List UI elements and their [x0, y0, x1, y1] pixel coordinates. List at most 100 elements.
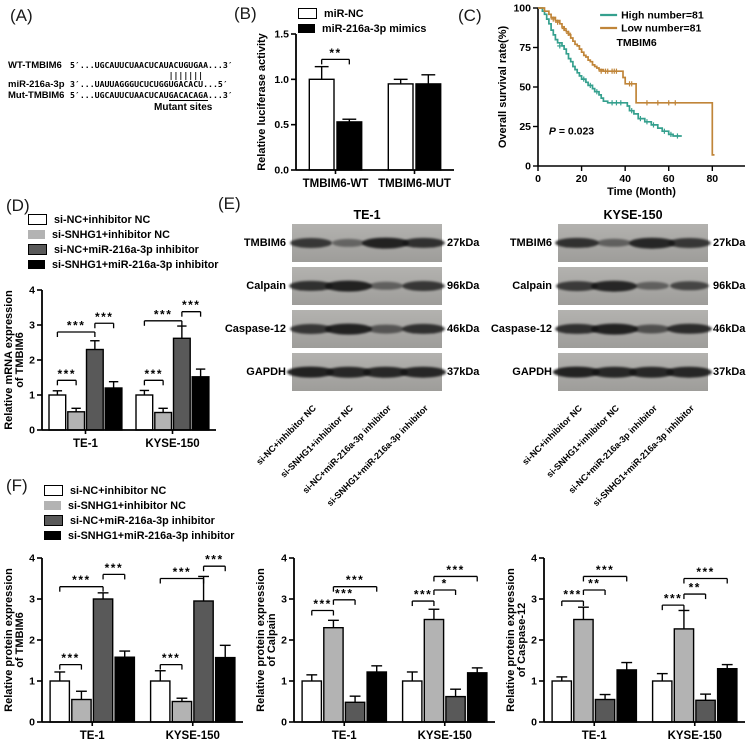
blot-row: TMBIM6 27kDa: [478, 224, 753, 262]
panel-b-label: (B): [234, 4, 257, 23]
molecular-weight-label: 96kDa: [447, 280, 480, 292]
blot-band: [597, 238, 632, 248]
svg-text:***: ***: [596, 563, 615, 577]
lane-label: si-SNHG1+miR-216a-3p inhibitor: [591, 403, 697, 509]
blot-band: [554, 237, 599, 249]
molecular-weight-label: 37kDa: [447, 366, 480, 378]
molecular-weight-label: 27kDa: [447, 237, 480, 249]
svg-text:***: ***: [67, 319, 86, 333]
panel-f-label: (F): [6, 476, 28, 495]
svg-text:TE-1: TE-1: [73, 438, 99, 450]
blot-row: GAPDH 37kDa: [212, 353, 498, 391]
blot-band: [556, 281, 598, 291]
legend-item: si-NC+inhibitor NC: [28, 212, 219, 227]
svg-text:P = 0.023: P = 0.023: [549, 125, 594, 137]
si-snhg1-mir-inhibitor-swatch: [44, 531, 61, 540]
svg-text:4: 4: [29, 285, 35, 297]
mir-216a-3p-label: miR-216a-3p: [8, 79, 65, 90]
blot-band: [332, 238, 365, 248]
svg-text:***: ***: [563, 588, 582, 602]
svg-text:***: ***: [61, 651, 80, 665]
blot-rows: TMBIM6 27kDa Calpain 96kDa Caspase-12 46kDa GA…: [212, 224, 498, 391]
blot-band: [634, 281, 669, 291]
blot-band: [629, 366, 675, 378]
svg-text:0: 0: [281, 717, 287, 729]
legend-item: si-SNHG1+inhibitor NC: [28, 227, 219, 242]
svg-text:***: ***: [335, 586, 354, 600]
svg-text:Low number=81: Low number=81: [621, 23, 701, 35]
blot-band: [400, 366, 447, 378]
blot-band: [288, 280, 333, 292]
molecular-weight-label: 46kDa: [447, 323, 480, 335]
svg-text:TE-1: TE-1: [332, 730, 358, 742]
si-nc-mir-inhibitor-swatch: [44, 515, 63, 526]
mut-sequence-row: Mut-TMBIM6 5′...UGCAUUCUAACUCAUGACACAGA.…: [8, 90, 233, 101]
wt-tmbim6-sequence: 5′...UGCAUUCUAACUCAUACUGUGAA...3′: [70, 60, 233, 70]
luciferase-activity-chart: 0.0 0.5 1.0 1.5 TMBIM6-WT TMBIM6-MUT Relative …: [256, 29, 454, 190]
si-snhg1-mir-inhibitor-swatch: [28, 260, 45, 269]
blot-strip: [554, 310, 712, 348]
svg-text:Time (Month): Time (Month): [607, 186, 676, 198]
svg-text:4: 4: [281, 553, 287, 565]
blot-strip: [288, 267, 445, 305]
svg-text:*: *: [442, 576, 448, 590]
si-nc-inhibitor-nc-swatch: [44, 485, 63, 496]
svg-text:**: **: [588, 576, 600, 590]
mutant-sites-label: Mutant sites: [154, 102, 213, 113]
protein-expression-caspase12-chart: 0 1 2 3 4 TE-1 KYSE-150 Relative protein expres…: [505, 553, 745, 742]
mir-nc-swatch: [298, 8, 317, 19]
blot-row: Caspase-12 46kDa: [212, 310, 498, 348]
svg-text:***: ***: [173, 565, 192, 579]
si-nc-inhibitor-nc-swatch: [28, 214, 47, 225]
svg-text:2: 2: [29, 355, 35, 367]
western-blot-te1: TE-1 TMBIM6 27kDa Calpain 96kDa Caspase-12 46…: [212, 208, 498, 508]
mir-sequence-row: miR-216a-3p 3′...UAUUAGGGUCUCUGGUGACACU.…: [8, 79, 233, 90]
svg-text:High number=81: High number=81: [621, 10, 704, 22]
blot-band: [554, 323, 599, 335]
svg-text:2: 2: [531, 635, 537, 647]
svg-text:Relative protein expression: Relative protein expression: [505, 568, 517, 712]
blot-row: TMBIM6 27kDa: [212, 224, 498, 262]
svg-text:3: 3: [29, 320, 35, 332]
svg-text:of Calpain: of Calpain: [266, 613, 278, 666]
blot-band: [325, 366, 371, 378]
protein-label: Caspase-12: [224, 323, 286, 335]
legend-item: miR-216a-3p mimics: [298, 21, 426, 36]
svg-text:***: ***: [446, 563, 465, 577]
svg-text:3: 3: [281, 594, 287, 606]
svg-text:80: 80: [706, 173, 718, 185]
svg-text:***: ***: [414, 588, 433, 602]
svg-text:***: ***: [205, 553, 224, 567]
si-nc-mir-inhibitor-swatch: [28, 244, 47, 255]
blot-title-kyse150: KYSE-150: [603, 208, 663, 222]
molecular-weight-label: 27kDa: [713, 237, 746, 249]
svg-text:0: 0: [29, 717, 35, 729]
svg-text:***: ***: [162, 651, 181, 665]
blot-title-te1: TE-1: [353, 208, 381, 222]
wt-tmbim6-label: WT-TMBIM6: [8, 60, 62, 71]
legend-item: si-NC+miR-216a-3p inhibitor: [28, 242, 219, 257]
blot-row: Calpain 96kDa: [212, 267, 498, 305]
blot-band: [401, 323, 446, 335]
svg-text:0: 0: [525, 161, 531, 173]
svg-text:KYSE-150: KYSE-150: [145, 438, 199, 450]
svg-text:60: 60: [663, 173, 675, 185]
panel-a-label: (A): [10, 6, 33, 25]
legend-item: si-SNHG1+inhibitor NC: [44, 498, 235, 513]
panel-d-label: (D): [6, 196, 30, 215]
blot-band: [591, 366, 637, 378]
svg-text:KYSE-150: KYSE-150: [166, 730, 220, 742]
blot-band: [324, 323, 372, 335]
mut-tmbim6-sequence: 5′...UGCAUUCUAACUCAUGACACAGA...3′: [70, 90, 233, 101]
base-pairing-row: |||||||: [8, 71, 233, 79]
blot-band: [628, 237, 675, 249]
blot-band: [669, 281, 709, 291]
molecular-weight-label: 96kDa: [713, 280, 746, 292]
survival-curve-chart: 0 25 50 75 100 0 20 40 60 80 Time (Month) Overall s…: [497, 3, 745, 198]
protein-label: Calpain: [512, 280, 552, 292]
panel-d-legend: si-NC+inhibitor NC si-SNHG1+inhibitor NC…: [28, 212, 219, 272]
blot-band: [591, 280, 638, 292]
protein-label: GAPDH: [246, 366, 286, 378]
si-snhg1-inhibitor-nc-swatch: [44, 501, 61, 510]
